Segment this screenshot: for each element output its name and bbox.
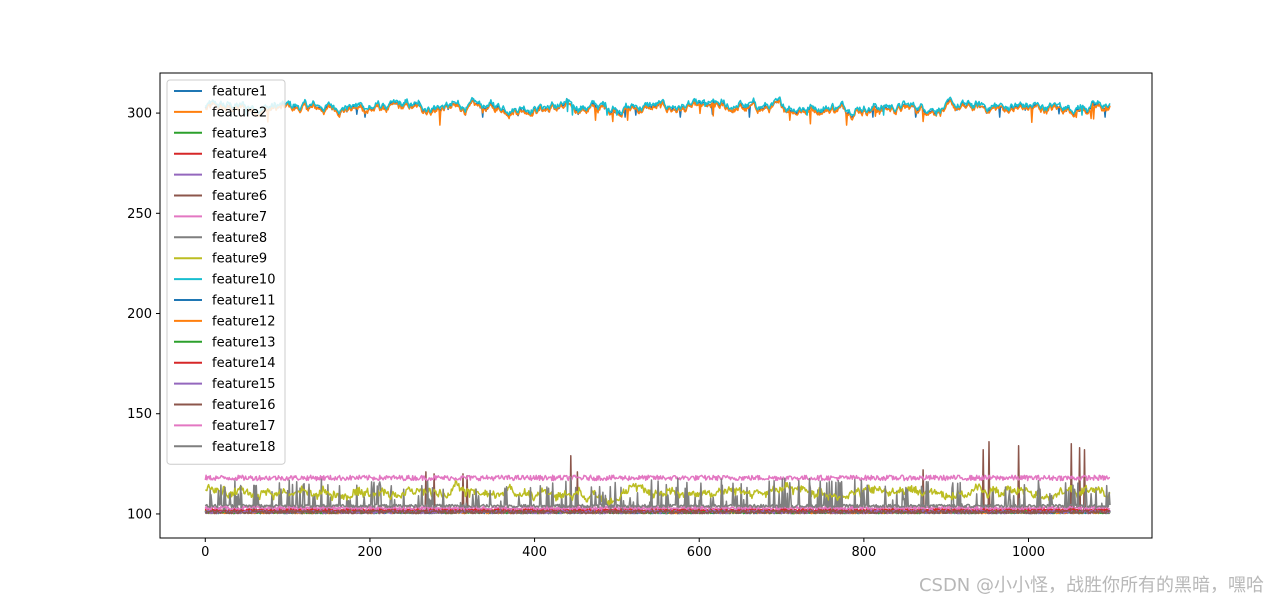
x-axis-ticks: 0 200 400 600 800 1000 (201, 538, 1045, 560)
legend-label: feature17 (212, 419, 275, 434)
legend-label: feature7 (212, 210, 267, 225)
plot-frame (159, 72, 1153, 539)
legend-label: feature13 (212, 335, 275, 350)
legend-label: feature2 (212, 105, 267, 120)
legend-label: feature11 (212, 294, 275, 309)
legend-label: feature16 (212, 398, 275, 413)
legend-label: feature6 (212, 189, 267, 204)
legend-label: feature10 (212, 273, 275, 288)
series-layer (204, 96, 1111, 515)
y-axis-ticks: 100 150 200 250 300 (127, 107, 160, 522)
legend-label: feature12 (212, 314, 275, 329)
series-line-feature2 (204, 99, 1111, 126)
x-tick-label: 400 (522, 545, 547, 560)
x-tick-label: 0 (201, 545, 209, 560)
y-tick-label: 150 (127, 407, 152, 422)
y-tick-label: 200 (127, 307, 152, 322)
x-tick-label: 1000 (1012, 545, 1045, 560)
y-tick-label: 250 (127, 207, 152, 222)
legend: feature1 feature2 feature3 feature4 feature5… (166, 79, 286, 465)
series-line-feature7 (204, 474, 1111, 482)
legend-label: feature15 (212, 377, 275, 392)
legend-label: feature5 (212, 168, 267, 183)
x-tick-label: 600 (687, 545, 712, 560)
legend-label: feature14 (212, 356, 275, 371)
legend-label: feature8 (212, 231, 267, 246)
series-line-feature18 (204, 479, 1111, 509)
x-tick-label: 800 (851, 545, 876, 560)
legend-label: feature1 (212, 85, 267, 100)
series-line-feature16 (205, 509, 1111, 515)
legend-label: feature4 (212, 147, 267, 162)
y-tick-label: 300 (127, 107, 152, 122)
legend-label: feature3 (212, 126, 267, 141)
y-tick-label: 100 (127, 507, 152, 522)
watermark: CSDN @小小怪，战胜你所有的黑暗，嘿哈 (918, 575, 1264, 596)
x-tick-label: 200 (358, 545, 383, 560)
legend-box (166, 79, 286, 465)
legend-label: feature9 (212, 252, 267, 267)
legend-label: feature18 (212, 440, 275, 455)
series-line-feature10 (204, 96, 1111, 116)
series-line-feature17 (204, 505, 1111, 511)
